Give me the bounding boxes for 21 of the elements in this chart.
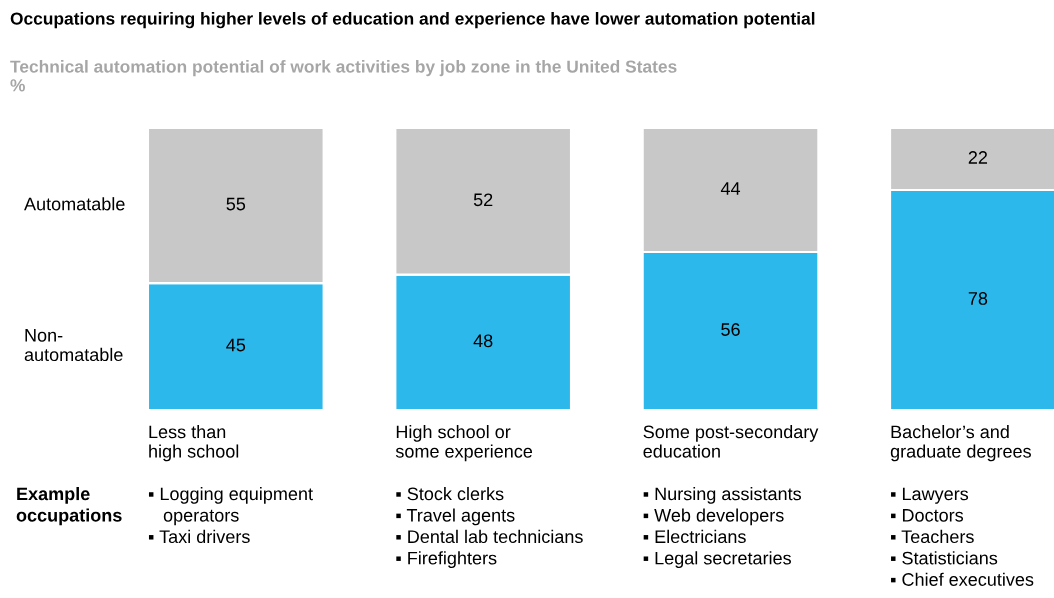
chart-title: Occupations requiring higher levels of education and experience have lower automation potential [10, 12, 815, 29]
data-label: 78 [968, 292, 988, 305]
x-tick-label: Less than high school [149, 425, 239, 462]
x-tick-label: Bachelor’s and graduate degrees [890, 425, 1031, 462]
series-label: Non- automatable [24, 329, 123, 362]
data-label: 56 [721, 323, 740, 336]
x-tick-label: High school or some experience [395, 425, 533, 462]
chart-subtitle: Technical automation potential of work activities by job zone in the United States % [10, 60, 677, 92]
x-tick-label: Some post-secondary education [643, 425, 819, 458]
text: ▪ Nursing assistants ▪ Web developers ▪ Electricians ▪ Legal secretaries [643, 487, 801, 569]
text: ▪ Lawyers ▪ Doctors ▪ Teachers ▪ Statisticians ▪ Chief executives [891, 487, 1034, 586]
series-label: Automatable [24, 197, 125, 211]
data-label: 52 [473, 193, 493, 207]
text: ▪ Stock clerks ▪ Travel agents ▪ Dental lab technicians ▪ Firefighters [396, 487, 583, 569]
text: ▪ Logging equipment operators ▪ Taxi drivers [148, 487, 313, 544]
text: Example occupations [16, 487, 122, 526]
data-label: 48 [473, 334, 493, 348]
data-label: 45 [226, 338, 246, 352]
data-label: 44 [720, 182, 741, 195]
data-label: 55 [226, 197, 246, 211]
data-label: 22 [968, 151, 988, 164]
